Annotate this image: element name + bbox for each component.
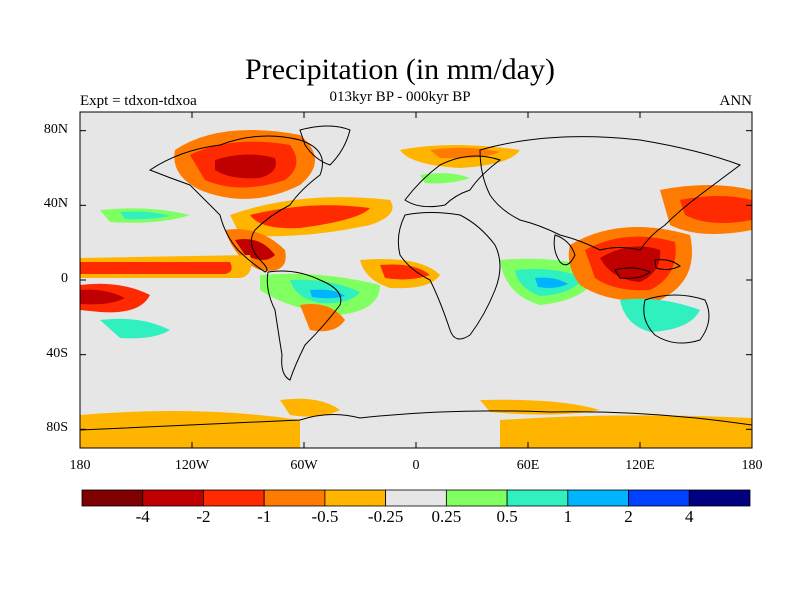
season-label: ANN — [719, 93, 753, 109]
colorbar-label: -4 — [135, 507, 150, 526]
longitude-label: 120W — [174, 458, 210, 473]
colorbar-label: 0.5 — [496, 507, 518, 526]
colorbar-swatch — [445, 489, 508, 507]
colorbar-swatch — [567, 489, 629, 507]
colorbar-label: 1 — [563, 507, 573, 526]
latitude-label: 40N — [43, 196, 68, 212]
longitude-label: 60W — [290, 458, 318, 473]
colorbar-swatch — [263, 489, 326, 507]
colorbar-label: -1 — [257, 507, 272, 526]
colorbar-label: -2 — [196, 507, 211, 526]
longitude-label: 120E — [625, 458, 655, 473]
axis-ticks — [79, 112, 753, 448]
colorbar-label: 2 — [624, 507, 633, 526]
colorbar-label: -0.25 — [367, 507, 404, 526]
latitude-label: 80S — [46, 420, 68, 436]
coastlines — [80, 125, 752, 431]
colorbar — [81, 489, 751, 507]
longitude-label: 180 — [69, 458, 91, 473]
longitude-label: 180 — [741, 458, 763, 473]
colorbar-swatch — [203, 489, 265, 507]
colorbar-swatch — [628, 489, 690, 507]
colorbar-swatch — [324, 489, 387, 507]
chart-subtitle: 013kyr BP - 000kyr BP — [329, 89, 471, 105]
colorbar-swatch — [81, 489, 144, 507]
colorbar-label: 4 — [685, 507, 694, 526]
latitude-label: 40S — [46, 345, 68, 361]
colorbar-swatch — [688, 489, 751, 507]
latitude-label: 80N — [43, 121, 68, 137]
colorbar-swatch — [506, 489, 569, 507]
colorbar-swatch — [385, 489, 447, 507]
colorbar-label: -0.5 — [311, 507, 339, 526]
latitude-label: 0 — [61, 271, 68, 286]
longitude-label: 60E — [516, 458, 540, 473]
chart-title: Precipitation (in mm/day) — [245, 53, 555, 86]
experiment-label: Expt = tdxon-tdxoa — [80, 93, 197, 109]
colorbar-label: 0.25 — [431, 507, 462, 526]
longitude-label: 0 — [412, 458, 420, 473]
colorbar-swatch — [142, 489, 204, 507]
